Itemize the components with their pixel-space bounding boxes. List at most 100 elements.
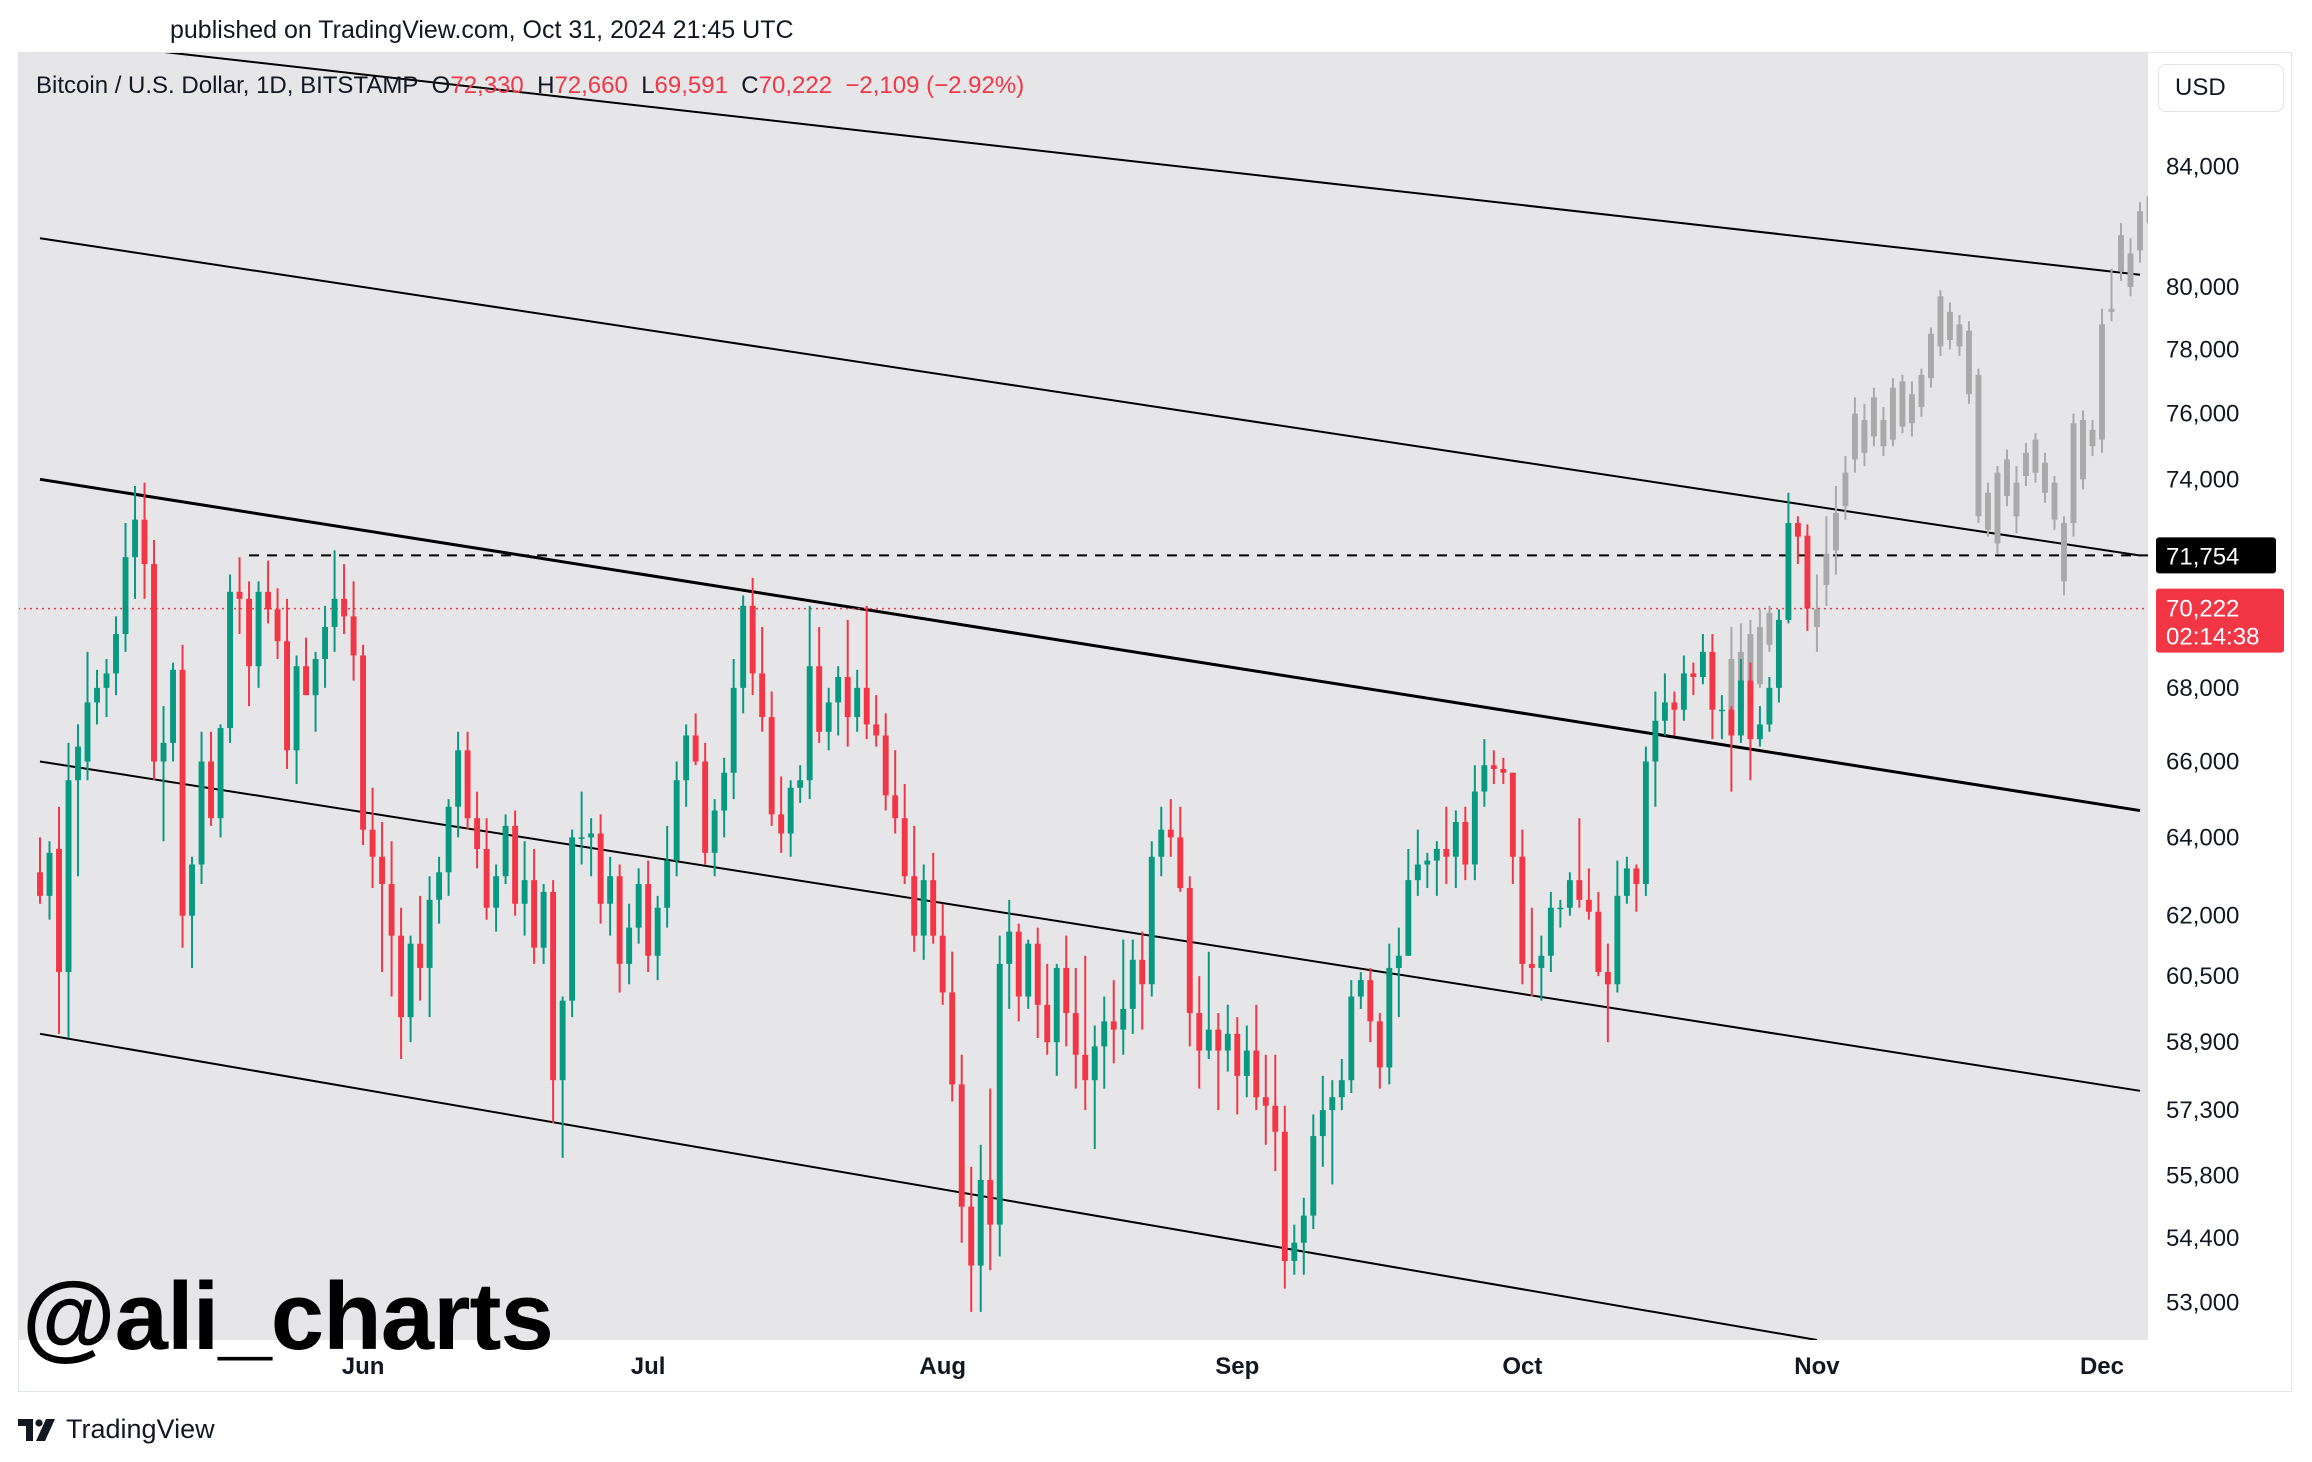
- candle-body: [882, 735, 889, 796]
- candle-body: [474, 818, 481, 849]
- projection-candle: [2156, 214, 2162, 226]
- tradingview-logo-icon: [18, 1418, 55, 1441]
- current-price-tag: [2156, 588, 2284, 653]
- candle-body: [1737, 680, 1744, 736]
- candle-body: [1101, 1021, 1108, 1047]
- candle-body: [825, 702, 832, 732]
- candle-body: [274, 609, 281, 642]
- y-tick-label: 78,000: [2166, 336, 2239, 363]
- channel-line: [39, 477, 2141, 813]
- projection-candle: [1899, 381, 1906, 427]
- candle-body: [1329, 1097, 1336, 1111]
- candle-body: [1386, 967, 1393, 1068]
- candle-body: [255, 591, 262, 667]
- candle-body: [227, 591, 233, 729]
- candle-body: [1785, 523, 1792, 620]
- projection-candle: [2137, 211, 2143, 251]
- candle-body: [1234, 1033, 1241, 1076]
- x-tick-label: Nov: [1794, 1353, 1840, 1380]
- candle-body: [578, 837, 585, 839]
- candle-body: [426, 899, 433, 968]
- symbol-title[interactable]: Bitcoin / U.S. Dollar, 1D, BITSTAMP: [36, 72, 419, 99]
- candle-body: [920, 880, 927, 936]
- candle-body: [198, 761, 205, 865]
- candle-body: [1747, 680, 1754, 740]
- projection-candle: [2042, 462, 2048, 493]
- candle-body: [1690, 673, 1697, 678]
- candle-body: [179, 669, 186, 916]
- candle-body: [939, 935, 946, 993]
- candle-body: [236, 591, 243, 599]
- candle-body: [635, 884, 642, 928]
- candle-body: [626, 927, 633, 964]
- open-value: 72,330: [450, 72, 524, 99]
- candle-body: [1528, 963, 1535, 968]
- candle-body: [1443, 848, 1450, 857]
- x-tick-label: Jun: [342, 1353, 385, 1380]
- candle-body: [141, 519, 148, 565]
- candle-body: [759, 673, 766, 718]
- candle-body: [1699, 651, 1706, 678]
- candle-body: [1063, 967, 1070, 1014]
- current-price-label: 70,222: [2166, 596, 2239, 623]
- candle-body: [1053, 967, 1060, 1043]
- candle-body: [1566, 880, 1573, 908]
- y-tick-label: 80,000: [2166, 274, 2239, 301]
- candle-body: [683, 735, 690, 781]
- candle-body: [1120, 1008, 1127, 1030]
- candle-body: [778, 814, 785, 834]
- candle-body: [265, 591, 271, 610]
- candle-body: [1357, 980, 1364, 997]
- candle-body: [1709, 651, 1716, 710]
- candle-body: [673, 780, 680, 861]
- candle-body: [588, 833, 595, 838]
- candle-body: [341, 598, 348, 617]
- candle-body: [1272, 1105, 1279, 1132]
- low-label: L: [641, 72, 655, 99]
- candle-body: [398, 935, 405, 1018]
- projection-candle: [1728, 659, 1735, 725]
- y-tick-label: 74,000: [2166, 466, 2239, 493]
- candle-body: [616, 876, 623, 964]
- close-value: 70,222: [758, 72, 833, 99]
- candle-body: [1044, 1004, 1051, 1043]
- candle-body: [1804, 535, 1811, 609]
- candle-body: [1633, 868, 1640, 885]
- channel-line: [39, 237, 2141, 557]
- candle-body: [1794, 523, 1801, 537]
- candle-body: [664, 860, 671, 908]
- projection-candle: [1766, 612, 1773, 645]
- candle-body: [1405, 880, 1412, 956]
- candle-body: [113, 634, 119, 674]
- candle-body: [844, 677, 851, 718]
- candle-body: [1414, 864, 1421, 881]
- currency-button[interactable]: USD: [2158, 64, 2284, 112]
- candle-body: [1110, 1021, 1117, 1030]
- candle-body: [977, 1179, 984, 1266]
- projection-candle: [1956, 324, 1963, 347]
- candle-body: [911, 876, 918, 936]
- candle-body: [540, 891, 547, 948]
- candle-body: [645, 884, 652, 956]
- candle-body: [1775, 619, 1782, 688]
- candle-body: [293, 666, 300, 751]
- candle-body: [103, 673, 110, 688]
- projection-candle: [1851, 413, 1858, 460]
- candle-body: [331, 598, 338, 627]
- candle-body: [521, 880, 528, 904]
- candle-body: [322, 626, 329, 660]
- candle-body: [768, 717, 775, 815]
- candle-body: [246, 598, 252, 667]
- y-tick-label: 66,000: [2166, 748, 2239, 775]
- candle-body: [987, 1179, 994, 1225]
- candle-body: [1082, 1054, 1089, 1081]
- candle-body: [1547, 907, 1554, 956]
- candle-body: [1642, 761, 1649, 885]
- candle-body: [1205, 1029, 1212, 1051]
- candle-body: [512, 825, 519, 904]
- candle-body: [208, 761, 214, 819]
- tradingview-logo[interactable]: TradingView: [18, 1414, 215, 1445]
- candle-body: [1680, 673, 1687, 710]
- candle-body: [873, 724, 880, 736]
